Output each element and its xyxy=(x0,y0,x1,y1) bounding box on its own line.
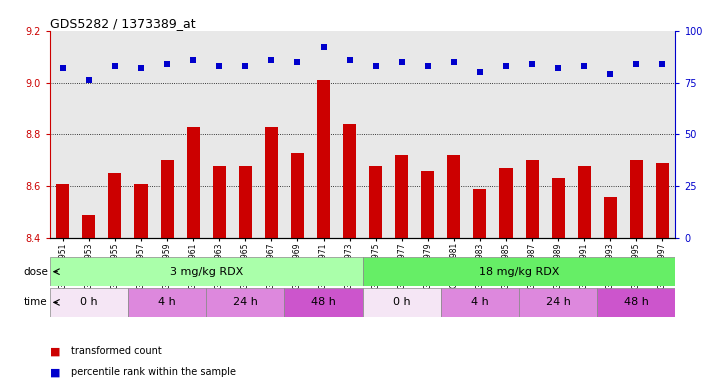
Point xyxy=(604,71,616,77)
Point xyxy=(240,63,251,69)
Bar xyxy=(291,152,304,238)
Bar xyxy=(186,127,200,238)
Bar xyxy=(519,288,597,317)
Text: 48 h: 48 h xyxy=(624,297,648,308)
Bar xyxy=(264,127,278,238)
Bar xyxy=(239,166,252,238)
Bar xyxy=(525,161,538,238)
Bar xyxy=(213,166,225,238)
Text: 4 h: 4 h xyxy=(471,297,488,308)
Text: 4 h: 4 h xyxy=(159,297,176,308)
Point xyxy=(109,63,121,69)
Bar xyxy=(577,166,591,238)
Point xyxy=(83,78,95,84)
Point xyxy=(188,57,199,63)
Bar xyxy=(421,170,434,238)
Bar xyxy=(441,288,519,317)
Bar xyxy=(597,288,675,317)
Point xyxy=(631,61,642,67)
Bar xyxy=(395,155,408,238)
Text: ■: ■ xyxy=(50,346,60,356)
Point xyxy=(501,63,512,69)
Point xyxy=(161,61,173,67)
Bar xyxy=(474,189,486,238)
Point xyxy=(135,65,146,71)
Bar xyxy=(552,179,565,238)
Point xyxy=(344,57,356,63)
Bar xyxy=(134,184,148,238)
Bar xyxy=(363,257,675,286)
Point xyxy=(370,63,381,69)
Bar xyxy=(128,288,206,317)
Point xyxy=(396,59,407,65)
Text: 3 mg/kg RDX: 3 mg/kg RDX xyxy=(169,266,243,277)
Bar xyxy=(317,80,330,238)
Bar xyxy=(604,197,616,238)
Bar xyxy=(363,288,441,317)
Bar xyxy=(82,215,95,238)
Text: 0 h: 0 h xyxy=(393,297,410,308)
Point xyxy=(579,63,590,69)
Bar xyxy=(161,161,173,238)
Text: transformed count: transformed count xyxy=(71,346,162,356)
Point xyxy=(266,57,277,63)
Bar xyxy=(499,168,513,238)
Bar xyxy=(50,288,128,317)
Bar xyxy=(369,166,383,238)
Bar xyxy=(108,173,122,238)
Text: 24 h: 24 h xyxy=(546,297,570,308)
Bar xyxy=(656,163,669,238)
Point xyxy=(318,44,329,50)
Point xyxy=(422,63,434,69)
Text: ■: ■ xyxy=(50,367,60,377)
Bar xyxy=(343,124,356,238)
Bar xyxy=(206,288,284,317)
Text: GDS5282 / 1373389_at: GDS5282 / 1373389_at xyxy=(50,17,196,30)
Point xyxy=(57,65,68,71)
Point xyxy=(213,63,225,69)
Text: time: time xyxy=(23,297,48,308)
Text: dose: dose xyxy=(23,266,48,277)
Text: 18 mg/kg RDX: 18 mg/kg RDX xyxy=(479,266,560,277)
Point xyxy=(292,59,303,65)
Bar xyxy=(284,288,363,317)
Bar xyxy=(50,257,363,286)
Bar xyxy=(56,184,70,238)
Point xyxy=(657,61,668,67)
Text: 24 h: 24 h xyxy=(233,297,257,308)
Point xyxy=(474,69,486,75)
Text: 0 h: 0 h xyxy=(80,297,97,308)
Text: percentile rank within the sample: percentile rank within the sample xyxy=(71,367,236,377)
Point xyxy=(552,65,564,71)
Bar xyxy=(630,161,643,238)
Point xyxy=(526,61,538,67)
Point xyxy=(448,59,459,65)
Text: 48 h: 48 h xyxy=(311,297,336,308)
Bar xyxy=(447,155,461,238)
